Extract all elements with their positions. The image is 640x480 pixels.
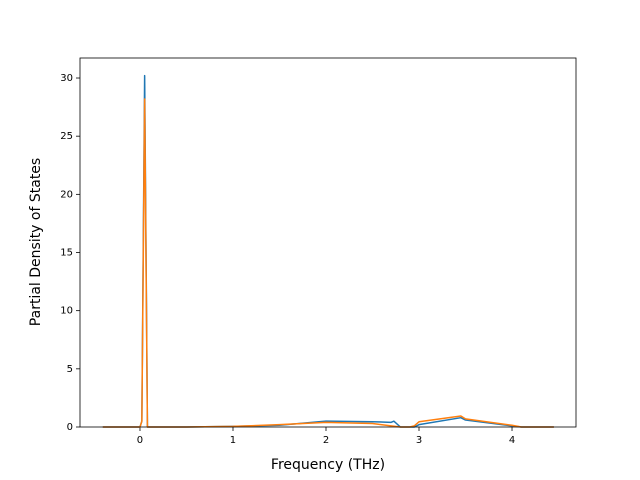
x-axis-label: Frequency (THz) xyxy=(271,457,385,473)
y-tick-label: 15 xyxy=(60,248,73,259)
x-tick-label: 4 xyxy=(509,435,515,446)
y-tick-label: 10 xyxy=(60,306,73,317)
y-axis-label: Partial Density of States xyxy=(28,158,44,326)
line xyxy=(102,74,554,428)
x-tick-label: 2 xyxy=(323,435,329,446)
plot-frame xyxy=(79,57,577,428)
y-tick-label: 5 xyxy=(67,364,73,375)
x-tick-label: 0 xyxy=(137,435,143,446)
x-tick-label: 1 xyxy=(230,435,236,446)
line xyxy=(102,98,554,428)
y-tick-label: 30 xyxy=(60,73,73,84)
x-tick-label: 3 xyxy=(416,435,422,446)
y-tick-label: 0 xyxy=(67,422,73,433)
y-tick-label: 25 xyxy=(60,131,73,142)
y-tick-label: 20 xyxy=(60,189,73,200)
